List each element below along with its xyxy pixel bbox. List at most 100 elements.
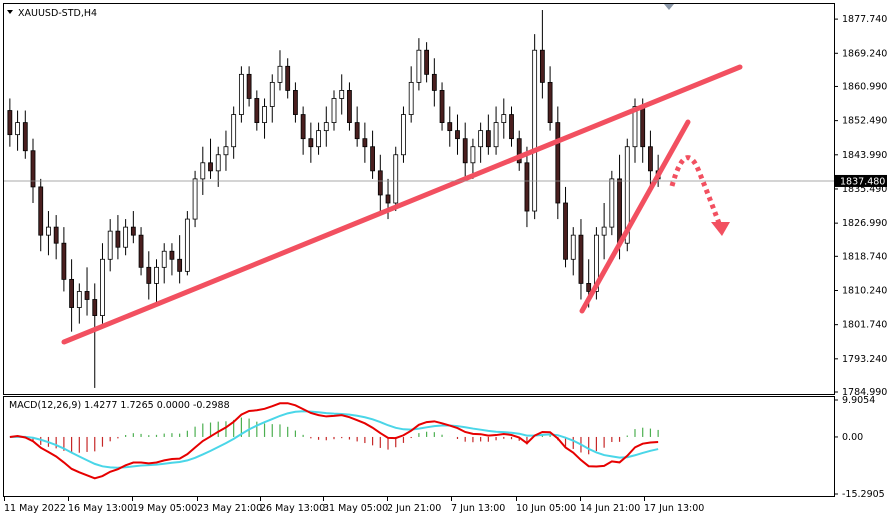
candle-body — [493, 122, 499, 148]
short-rising-line — [579, 119, 691, 314]
candles-layer — [7, 10, 661, 388]
candle-body — [238, 73, 244, 115]
candle-body — [516, 138, 522, 164]
time-tick-label: 17 Jun 13:00 — [644, 503, 704, 514]
candle-body — [648, 146, 653, 172]
candle-body — [431, 73, 437, 91]
candle-body — [254, 98, 260, 123]
candle-body — [262, 106, 267, 123]
candle-body — [316, 130, 321, 148]
chart-shift-marker-icon[interactable] — [664, 4, 674, 10]
candle-body — [76, 291, 82, 308]
candle-body — [632, 106, 638, 148]
candle-body — [362, 138, 368, 148]
price-tick-label: 1869.240 — [842, 48, 887, 59]
price-tick-label: 1784.990 — [842, 387, 887, 398]
candle-body — [385, 194, 391, 204]
candle-body — [485, 130, 491, 148]
candle-body — [555, 122, 561, 204]
candle-body — [455, 130, 460, 140]
chevron-down-icon[interactable] — [7, 10, 13, 14]
candle-body — [347, 90, 352, 123]
price-axis: 1877.740 1869.240 1860.990 1852.490 1843.990… — [834, 14, 887, 398]
candle-body — [146, 266, 152, 284]
candle-body — [424, 49, 430, 75]
candle-body — [123, 226, 129, 248]
candle-body — [53, 226, 59, 244]
candle-body — [138, 234, 144, 268]
macd-tick-label: 9.9054 — [842, 395, 875, 406]
candle-body — [370, 146, 375, 172]
trendlines-layer[interactable] — [61, 64, 743, 345]
candle-body — [439, 90, 445, 123]
candle-body — [401, 114, 406, 156]
candle-body — [447, 122, 453, 132]
price-tick-label: 1877.740 — [842, 14, 887, 25]
candle-body — [640, 106, 646, 148]
candle-body — [532, 49, 538, 212]
candle-body — [354, 122, 360, 140]
candle-body — [69, 278, 74, 308]
candle-body — [30, 150, 36, 188]
candle-body — [130, 226, 136, 236]
symbol-title: XAUUSD-STD,H4 — [18, 8, 97, 19]
candle-body — [601, 226, 607, 236]
macd-signal-line — [9, 410, 659, 469]
projection-arrowhead — [711, 222, 730, 236]
support-trendline — [61, 64, 743, 345]
candle-body — [154, 266, 159, 284]
price-tick-label: 1793.240 — [842, 354, 887, 365]
candle-body — [107, 230, 113, 260]
candle-body — [7, 110, 13, 136]
candle-body — [539, 49, 545, 83]
macd-main-line — [9, 402, 659, 480]
macd-tick-label: -15.2905 — [842, 489, 885, 500]
time-tick-label: 14 Jun 21:00 — [580, 503, 640, 514]
candle-body — [547, 81, 553, 123]
price-tick-label: 1843.990 — [842, 150, 887, 161]
candle-body — [22, 122, 28, 152]
candle-body — [115, 230, 121, 248]
candle-body — [563, 202, 568, 260]
projection-arrow — [669, 155, 730, 236]
candle-body — [308, 138, 314, 148]
candle-body — [215, 154, 221, 172]
candle-body — [293, 90, 298, 115]
current-price-label: 1837.480 — [840, 176, 885, 187]
time-tick-label: 19 May 05:00 — [132, 503, 197, 514]
time-tick-label: 7 Jun 13:00 — [451, 503, 505, 514]
candle-body — [161, 250, 167, 268]
candle-body — [393, 154, 399, 204]
candle-body — [377, 170, 383, 196]
candle-body — [184, 218, 190, 272]
price-tick-label: 1818.740 — [842, 251, 887, 262]
candle-body — [624, 146, 630, 244]
candle-body — [339, 90, 345, 99]
candle-body — [586, 283, 592, 292]
price-tick-label: 1835.490 — [842, 184, 887, 195]
candle-body — [15, 122, 20, 136]
time-tick-label: 10 Jun 05:00 — [516, 503, 576, 514]
candle-body — [46, 226, 51, 236]
candle-body — [594, 234, 599, 292]
time-tick-label: 31 May 05:00 — [323, 503, 388, 514]
main-price-panel[interactable] — [3, 3, 835, 395]
macd-indicator-label: MACD(12,26,9) 1.4277 1.7265 0.0000 -0.29… — [9, 400, 230, 411]
macd-axis: 9.9054 0.00 -15.2905 — [834, 395, 885, 500]
candle-body — [61, 242, 67, 280]
candle-body — [285, 65, 291, 91]
candle-body — [269, 81, 275, 107]
candle-body — [462, 138, 468, 164]
candle-body — [470, 146, 476, 164]
candle-body — [177, 258, 183, 272]
candle-body — [408, 81, 414, 115]
macd-panel[interactable] — [3, 396, 835, 497]
candle-body — [100, 258, 105, 316]
candle-body — [208, 162, 213, 172]
candle-body — [277, 65, 283, 83]
candle-body — [478, 130, 484, 148]
macd-tick-label: 0.00 — [842, 432, 863, 443]
